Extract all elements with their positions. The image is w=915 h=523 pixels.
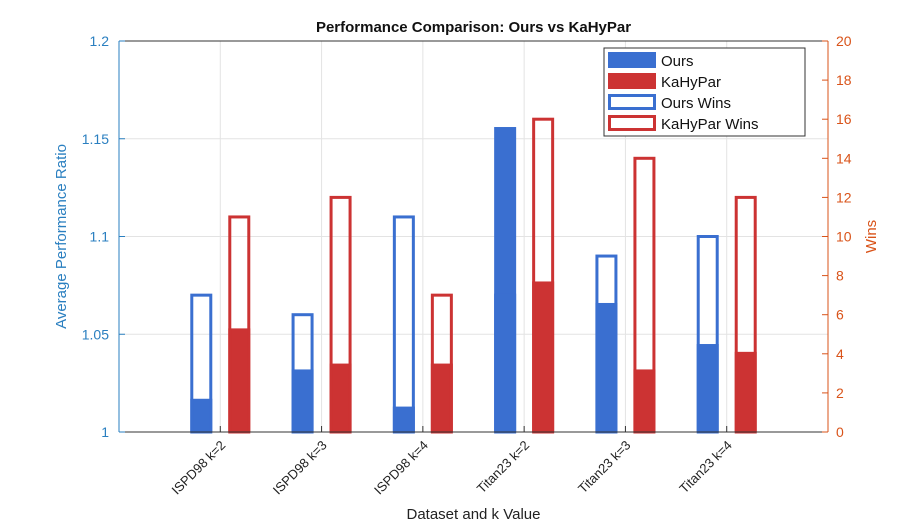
right-tick-label: 10 xyxy=(836,229,852,245)
right-tick-label: 16 xyxy=(836,111,852,127)
legend-swatch-filled xyxy=(608,73,656,89)
left-tick-label: 1.2 xyxy=(90,33,110,49)
left-y-axis-label: Average Performance Ratio xyxy=(53,144,70,329)
left-tick-label: 1.1 xyxy=(90,229,110,245)
right-y-axis-label: Wins xyxy=(863,220,880,253)
bar-ours xyxy=(595,302,618,432)
right-tick-label: 8 xyxy=(836,268,844,284)
bar-ours xyxy=(190,398,213,432)
bar-ours xyxy=(392,406,415,432)
x-tick-label: Titan23 k=4 xyxy=(676,438,735,497)
left-tick-label: 1.15 xyxy=(82,131,109,147)
chart-title: Performance Comparison: Ours vs KaHyPar xyxy=(316,19,631,36)
x-tick-label: ISPD98 k=4 xyxy=(371,438,431,498)
legend-label: KaHyPar xyxy=(661,74,721,91)
bar-kahypar xyxy=(633,369,656,432)
bar-kahypar xyxy=(329,363,352,432)
x-axis-label: Dataset and k Value xyxy=(407,506,541,523)
legend-swatch-filled xyxy=(608,52,656,68)
x-tick-label: ISPD98 k=2 xyxy=(168,438,228,498)
right-tick-label: 4 xyxy=(836,346,844,362)
legend-label: Ours Wins xyxy=(661,95,731,112)
right-tick-label: 12 xyxy=(836,189,852,205)
right-tick-label: 2 xyxy=(836,385,844,401)
right-tick-label: 6 xyxy=(836,307,844,323)
x-tick-label: Titan23 k=2 xyxy=(474,438,533,497)
legend-swatch-outline xyxy=(608,94,656,110)
legend-label: KaHyPar Wins xyxy=(661,116,759,133)
right-tick-label: 0 xyxy=(836,424,844,440)
legend-swatch-outline xyxy=(608,115,656,131)
right-tick-label: 18 xyxy=(836,72,852,88)
bar-ours xyxy=(696,344,719,432)
legend: Ours KaHyPar Ours Wins KaHyPar Wins xyxy=(603,47,806,137)
x-tick-label: Titan23 k=3 xyxy=(575,438,634,497)
bar-ours xyxy=(494,127,517,433)
x-tick-label: ISPD98 k=3 xyxy=(270,438,330,498)
bar-ours xyxy=(291,369,314,432)
bar-kahypar xyxy=(734,351,757,432)
left-tick-label: 1 xyxy=(101,424,109,440)
bar-kahypar xyxy=(532,281,555,432)
left-tick-label: 1.05 xyxy=(82,326,109,342)
legend-label: Ours xyxy=(661,53,694,70)
right-tick-label: 14 xyxy=(836,150,852,166)
bar-kahypar xyxy=(430,363,453,432)
right-tick-label: 20 xyxy=(836,33,852,49)
bar-kahypar xyxy=(228,328,251,432)
